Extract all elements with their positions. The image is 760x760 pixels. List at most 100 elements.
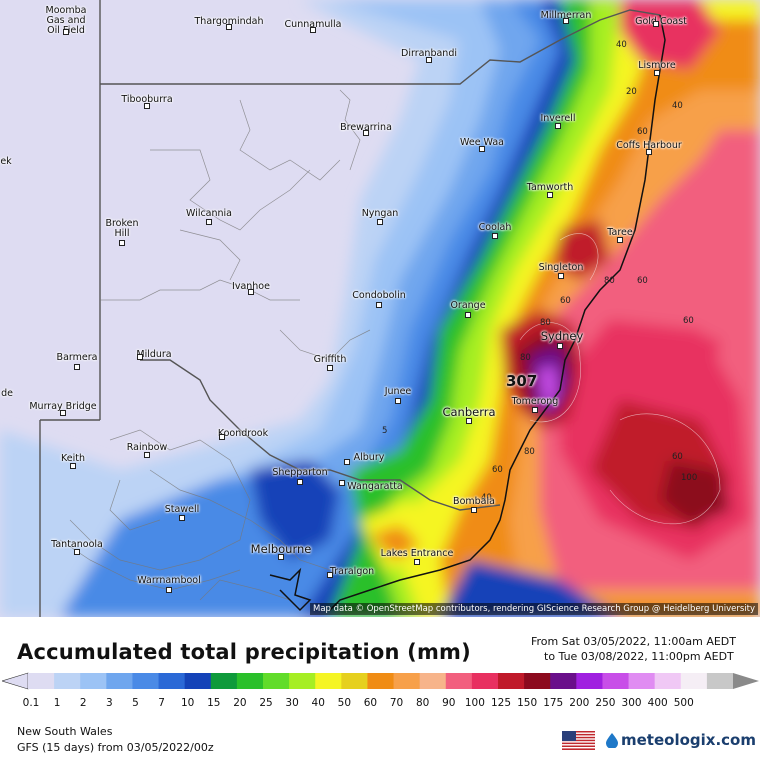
scale-swatch — [289, 673, 316, 689]
model-label: GFS (15 days) from 03/05/2022/00z — [17, 741, 214, 754]
scale-swatch — [132, 673, 160, 689]
place-marker — [74, 364, 80, 370]
scale-swatch — [263, 673, 290, 689]
scale-swatch — [184, 673, 212, 689]
precipitation-map[interactable]: 40 20 40 60 80 60 60 80 80 60 80 60 100 … — [0, 0, 760, 617]
place-label-line: Koondrook — [217, 428, 269, 439]
place-marker — [206, 219, 212, 225]
period-from: From Sat 03/05/2022, 11:00am AEDT — [531, 635, 736, 648]
place-marker — [226, 24, 232, 30]
place-marker — [166, 587, 172, 593]
place-label-line: Dirranbandi — [401, 48, 457, 59]
scale-tick-label: 250 — [595, 697, 616, 709]
place-marker — [465, 312, 471, 318]
place-marker — [377, 219, 383, 225]
scale-swatch — [419, 673, 447, 689]
place-label-line: Lakes Entrance — [380, 548, 454, 559]
contour-label: 80 — [524, 447, 535, 457]
place-marker — [558, 273, 564, 279]
place-label: Wilcannia — [186, 209, 232, 219]
place-label-line: Murray Bridge — [29, 401, 97, 412]
scale-tick-label: 10 — [180, 697, 195, 709]
place-label-line: Wilcannia — [185, 208, 233, 219]
scale-tick-label: 70 — [389, 697, 404, 709]
place-label: Griffith — [314, 355, 347, 365]
place-label-line: Gold Coast — [635, 16, 687, 27]
scale-tick-label: 50 — [337, 697, 352, 709]
place-label: Stawell — [165, 505, 199, 515]
scale-swatch — [106, 673, 133, 689]
place-label-line: Stawell — [164, 504, 200, 515]
place-label: Bombala — [453, 497, 495, 507]
place-label-line: Barmera — [56, 352, 98, 363]
scale-swatch — [158, 673, 186, 689]
contour-label: 20 — [626, 87, 637, 97]
place-label-line: Warrnambool — [137, 575, 201, 586]
place-label-line: Thargomindah — [194, 16, 264, 27]
place-marker — [547, 192, 553, 198]
scale-swatch — [315, 673, 342, 689]
place-marker — [144, 103, 150, 109]
scale-swatch — [654, 673, 682, 689]
brand-name[interactable]: meteologix.com — [621, 731, 756, 749]
place-label: Keith — [61, 454, 85, 464]
place-label-line: Lismore — [638, 60, 676, 71]
place-marker — [414, 559, 420, 565]
scale-swatch — [367, 673, 395, 689]
place-label-line: Condobolin — [352, 290, 406, 301]
meteologix-logo-icon — [606, 733, 618, 748]
scale-tick-label: 60 — [363, 697, 378, 709]
scale-tick-label: 5 — [132, 697, 139, 709]
scale-tick-label: 20 — [233, 697, 247, 709]
scale-max-arrow — [733, 673, 759, 689]
place-label-line: Griffith — [313, 354, 347, 365]
place-label: Tamworth — [527, 183, 574, 193]
place-marker — [555, 123, 561, 129]
place-label-line: Brewarrina — [340, 122, 392, 133]
place-label-line: Moomba — [45, 5, 87, 16]
place-label-line: Melbourne — [250, 542, 312, 556]
place-label-line: Sydney — [540, 329, 584, 343]
scale-swatch — [628, 673, 656, 689]
region-label: New South Wales — [17, 725, 113, 738]
contour-label: 60 — [560, 296, 571, 306]
place-marker — [471, 507, 477, 513]
scale-swatch — [80, 673, 107, 689]
scale-swatch — [210, 673, 238, 689]
place-label: Tantanoola — [51, 540, 103, 550]
scale-tick-label: 40 — [311, 697, 325, 709]
place-label: Singleton — [539, 263, 584, 273]
place-label-line: Millmerran — [540, 10, 592, 21]
place-label: Sydney — [540, 329, 584, 343]
contour-label: 5 — [382, 426, 388, 436]
place-label-line: Nyngan — [361, 208, 399, 219]
place-label-line: Mildura — [136, 349, 172, 360]
place-marker — [278, 554, 284, 560]
scale-swatch — [28, 673, 55, 689]
place-label: Junee — [385, 387, 412, 397]
place-marker — [297, 479, 303, 485]
place-label: Tibooburra — [121, 95, 172, 105]
place-label-line: Keith — [61, 453, 85, 464]
place-marker — [248, 289, 254, 295]
scale-swatch — [445, 673, 473, 689]
place-label: Thargomindah — [194, 17, 263, 27]
contour-label: 60 — [683, 316, 694, 326]
place-label-line: Bombala — [453, 496, 495, 507]
us-flag-icon[interactable] — [562, 731, 595, 750]
place-marker — [395, 398, 401, 404]
contour-label: 60 — [672, 452, 683, 462]
contour-label: 40 — [616, 40, 627, 50]
scale-swatch — [602, 673, 630, 689]
place-label: Albury — [354, 453, 385, 463]
contour-label: 40 — [481, 493, 492, 503]
scale-tick-label: 200 — [569, 697, 590, 709]
place-marker — [532, 407, 538, 413]
place-marker — [63, 29, 69, 35]
place-label: Barmera — [57, 353, 98, 363]
place-label: Lismore — [638, 61, 676, 71]
scale-tick-label: 3 — [105, 697, 113, 709]
place-label-line: Coffs Harbour — [616, 140, 682, 151]
place-label-line: Tomerong — [511, 396, 559, 407]
scale-swatch — [54, 673, 81, 689]
